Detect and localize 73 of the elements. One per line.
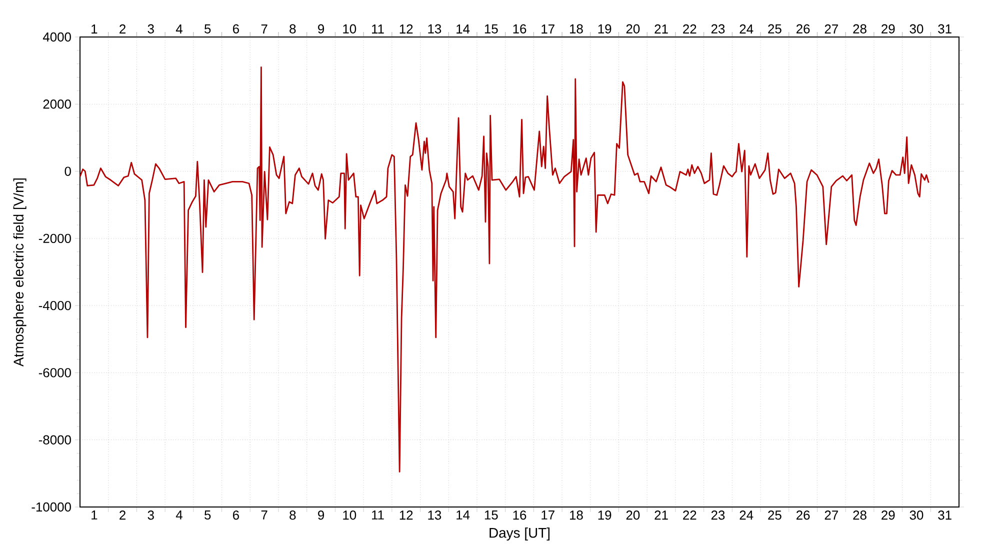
x-tick-label: 14 (456, 510, 470, 520)
x2-tick-label: 29 (882, 24, 895, 34)
x-tick-label: 13 (428, 510, 442, 520)
x-tick-label: 16 (513, 510, 526, 520)
x2-tick-label: 6 (233, 24, 239, 34)
x2-tick-label: 5 (204, 24, 211, 34)
x-tick-label: 4 (176, 510, 182, 520)
y-tick-label: -2000 (38, 234, 71, 244)
x-tick-label: 7 (261, 510, 268, 520)
x2-tick-label: 3 (148, 24, 154, 34)
x-tick-label: 27 (824, 510, 838, 520)
x2-tick-label: 15 (484, 24, 498, 34)
x-tick-label: 26 (796, 510, 810, 520)
x2-tick-label: 21 (654, 24, 668, 34)
x-tick-label: 30 (910, 510, 924, 520)
x-tick-label: 6 (233, 510, 239, 520)
x-tick-label: 23 (711, 510, 725, 520)
x2-tick-label: 14 (456, 24, 470, 34)
x2-tick-label: 16 (513, 24, 526, 34)
x2-tick-label: 31 (938, 24, 952, 34)
x-axis-title: Days [UT] (490, 528, 550, 541)
x-tick-label: 11 (372, 510, 384, 520)
x-tick-label: 18 (570, 510, 583, 520)
x-tick-label: 10 (343, 510, 356, 520)
x2-tick-label: 19 (598, 24, 612, 34)
x2-tick-label: 30 (910, 24, 924, 34)
x-tick-label: 3 (148, 510, 154, 520)
x-tick-label: 25 (768, 510, 782, 520)
x-tick-label: 8 (290, 510, 296, 520)
x2-tick-label: 24 (740, 24, 754, 34)
x2-tick-label: 10 (343, 24, 356, 34)
x2-tick-label: 8 (290, 24, 296, 34)
x-tick-label: 31 (938, 510, 952, 520)
x2-tick-label: 22 (683, 24, 696, 34)
x-tick-label: 15 (484, 510, 498, 520)
x-tick-label: 24 (740, 510, 754, 520)
x2-tick-label: 28 (853, 24, 866, 34)
x2-tick-label: 23 (711, 24, 725, 34)
x-tick-label: 12 (400, 510, 413, 520)
y-tick-label: 2000 (43, 100, 71, 109)
x-tick-label: 1 (92, 510, 98, 520)
x2-tick-label: 26 (796, 24, 810, 34)
y-tick-label: -10000 (32, 502, 71, 512)
x-tick-label: 29 (882, 510, 895, 520)
y-tick-label: 4000 (42, 32, 71, 42)
x2-tick-label: 11 (372, 24, 384, 34)
x2-tick-label: 17 (542, 24, 554, 34)
x2-tick-label: 20 (626, 24, 640, 34)
x2-tick-label: 13 (428, 24, 442, 34)
x2-tick-label: 27 (824, 24, 838, 34)
y-axis-title: Atmosphere electric field [V/m] (13, 178, 26, 367)
x2-tick-label: 1 (92, 24, 98, 34)
y-tick-label: -8000 (38, 435, 71, 444)
x-tick-label: 21 (654, 510, 668, 520)
x2-tick-label: 25 (768, 24, 782, 34)
x-tick-label: 2 (120, 510, 126, 520)
y-tick-label: -6000 (38, 368, 71, 378)
x2-tick-label: 4 (176, 24, 182, 34)
x-tick-label: 17 (542, 510, 554, 520)
y-tick-label: 0 (64, 166, 71, 176)
x-tick-label: 28 (853, 510, 866, 520)
x-tick-label: 19 (598, 510, 612, 520)
x-tick-label: 22 (683, 510, 696, 520)
y-tick-label: -4000 (38, 300, 71, 310)
x2-tick-label: 7 (261, 24, 268, 34)
x2-tick-label: 12 (400, 24, 413, 34)
line-series (80, 66, 930, 472)
x-tick-label: 5 (204, 510, 211, 520)
x-tick-label: 20 (626, 510, 640, 520)
x2-tick-label: 2 (120, 24, 126, 34)
x-tick-label: 9 (318, 510, 324, 520)
x2-tick-label: 18 (570, 24, 583, 34)
x2-tick-label: 9 (318, 24, 324, 34)
